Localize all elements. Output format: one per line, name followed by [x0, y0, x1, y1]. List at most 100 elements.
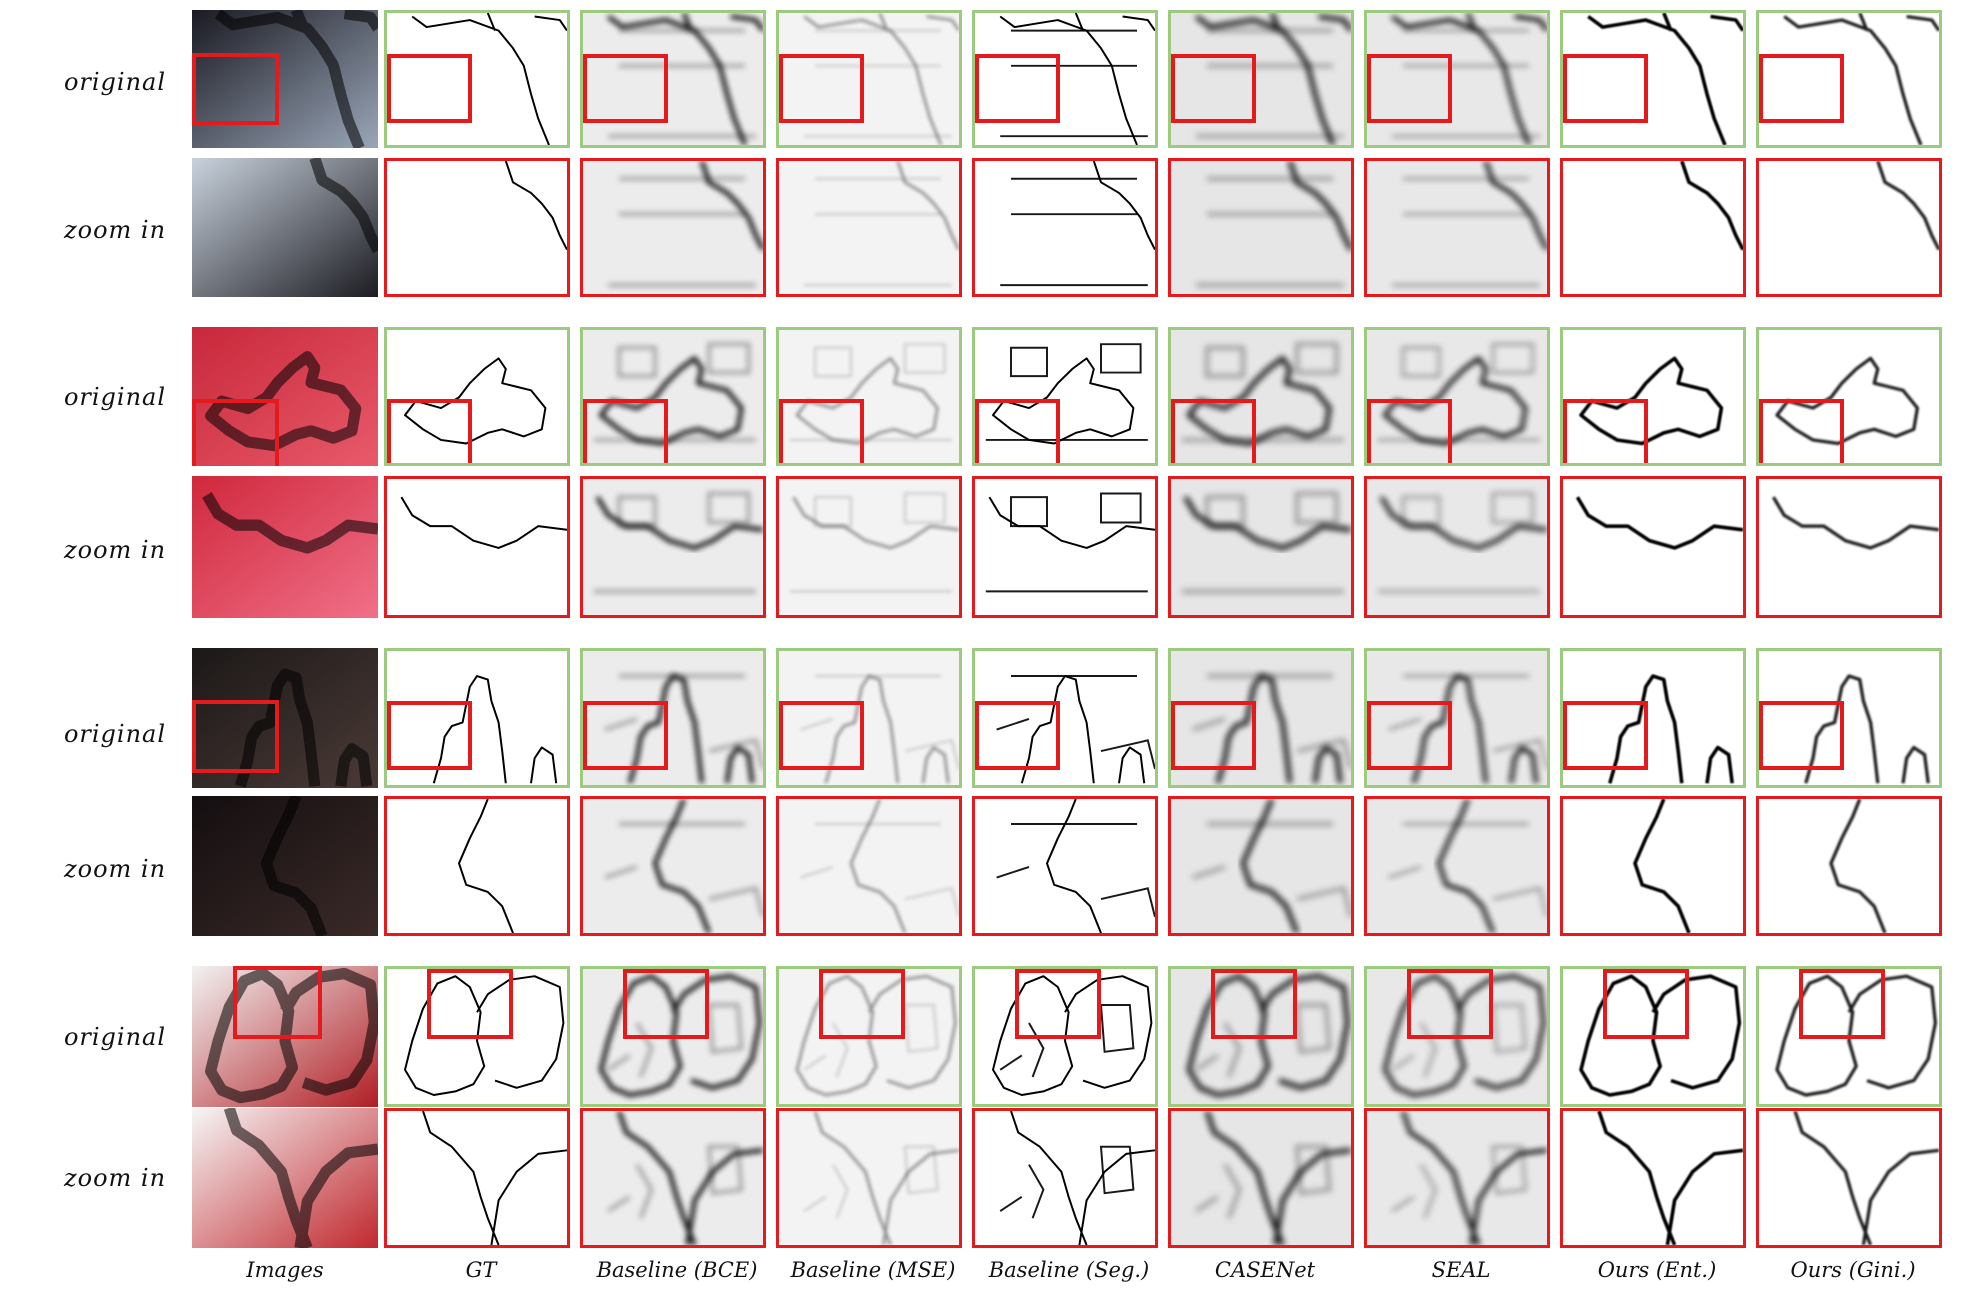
panel-ours-gini-original-2: [1756, 327, 1942, 466]
panel-casenet-original-2: [1168, 327, 1354, 466]
panel-baseline-bce-original-2: [580, 327, 766, 466]
edge-map-graphic: [1171, 799, 1351, 933]
edge-map-graphic: [583, 161, 763, 294]
edge-map-graphic: [1563, 651, 1743, 785]
panel-baseline-seg-original-3: [972, 648, 1158, 788]
edge-map-graphic: [1563, 1111, 1743, 1245]
panel-baseline-seg-zoom-4: [972, 1108, 1158, 1248]
col-label-images: Images: [246, 1258, 324, 1282]
row-label-zoom-1: zoom in: [63, 216, 167, 244]
zoom-region-box: [583, 399, 668, 463]
edge-map-graphic: [387, 13, 567, 145]
panel-ours-gini-zoom-3: [1756, 796, 1942, 936]
panel-gt-original-4: [384, 966, 570, 1107]
col-label-baseline-mse: Baseline (MSE): [790, 1258, 956, 1282]
edge-map-graphic: [1367, 161, 1547, 294]
panel-casenet-zoom-3: [1168, 796, 1354, 936]
panel-baseline-mse-zoom-1: [776, 158, 962, 297]
panel-ours-ent-original-3: [1560, 648, 1746, 788]
panel-ours-gini-zoom-4: [1756, 1108, 1942, 1248]
zoom-region-box: [1759, 700, 1844, 771]
row-label-zoom-3: zoom in: [63, 855, 167, 883]
panel-gt-original-3: [384, 648, 570, 788]
zoom-region-box: [192, 52, 280, 125]
panel-gt-zoom-1: [384, 158, 570, 297]
panel-casenet-zoom-2: [1168, 476, 1354, 618]
edge-map-graphic: [1367, 1111, 1547, 1245]
panel-gt-zoom-3: [384, 796, 570, 936]
zoom-region-box: [779, 399, 864, 463]
edge-map-graphic: [779, 161, 959, 294]
edge-map-graphic: [1367, 969, 1547, 1104]
edge-map-graphic: [1759, 1111, 1939, 1245]
panel-ours-gini-original-1: [1756, 10, 1942, 148]
panel-images-zoom-3: [192, 796, 378, 936]
panel-ours-ent-zoom-4: [1560, 1108, 1746, 1248]
edge-map-graphic: [975, 479, 1155, 615]
edge-map-graphic: [583, 479, 763, 615]
zoom-region-box: [583, 53, 668, 123]
panel-images-zoom-4: [192, 1108, 378, 1248]
edge-map-graphic: [779, 799, 959, 933]
panel-baseline-bce-original-1: [580, 10, 766, 148]
row-label-original-2: original: [63, 383, 167, 411]
edge-map-graphic: [1367, 13, 1547, 145]
edge-map-graphic: [1171, 479, 1351, 615]
col-label-baseline-bce: Baseline (BCE): [596, 1258, 758, 1282]
panel-baseline-seg-zoom-3: [972, 796, 1158, 936]
panel-gt-zoom-2: [384, 476, 570, 618]
panel-casenet-original-1: [1168, 10, 1354, 148]
zoom-region-box: [1014, 969, 1101, 1040]
edge-map-graphic: [1759, 13, 1939, 145]
edge-map-graphic: [192, 10, 378, 148]
panel-ours-ent-original-1: [1560, 10, 1746, 148]
edge-map-graphic: [779, 479, 959, 615]
zoom-region-box: [975, 399, 1060, 463]
edge-map-graphic: [1563, 13, 1743, 145]
panel-baseline-bce-zoom-2: [580, 476, 766, 618]
panel-ours-ent-zoom-3: [1560, 796, 1746, 936]
panel-images-original-2: [192, 327, 378, 466]
panel-casenet-zoom-4: [1168, 1108, 1354, 1248]
panel-seal-zoom-2: [1364, 476, 1550, 618]
panel-casenet-original-4: [1168, 966, 1354, 1107]
edge-map-graphic: [583, 799, 763, 933]
edge-map-graphic: [1171, 969, 1351, 1104]
edge-map-graphic: [975, 330, 1155, 463]
panel-seal-original-3: [1364, 648, 1550, 788]
panel-seal-zoom-3: [1364, 796, 1550, 936]
edge-map-graphic: [1171, 651, 1351, 785]
edge-map-graphic: [387, 479, 567, 615]
edge-map-graphic: [975, 651, 1155, 785]
panel-gt-original-2: [384, 327, 570, 466]
col-label-seal: SEAL: [1431, 1258, 1491, 1282]
panel-baseline-mse-zoom-2: [776, 476, 962, 618]
zoom-region-box: [1563, 700, 1648, 771]
zoom-region-box: [192, 399, 280, 466]
row-label-original-4: original: [63, 1023, 167, 1051]
edge-map-graphic: [1563, 330, 1743, 463]
zoom-region-box: [1210, 969, 1297, 1040]
edge-map-graphic: [975, 799, 1155, 933]
zoom-region-box: [1759, 399, 1844, 463]
zoom-region-box: [1602, 969, 1689, 1040]
panel-ours-gini-original-3: [1756, 648, 1942, 788]
zoom-region-box: [1367, 399, 1452, 463]
panel-baseline-bce-zoom-3: [580, 796, 766, 936]
panel-baseline-seg-original-4: [972, 966, 1158, 1107]
zoom-region-box: [1759, 53, 1844, 123]
panel-baseline-bce-zoom-4: [580, 1108, 766, 1248]
panel-seal-original-2: [1364, 327, 1550, 466]
panel-images-zoom-1: [192, 158, 378, 297]
edge-map-graphic: [1367, 330, 1547, 463]
edge-map-graphic: [583, 969, 763, 1104]
edge-map-graphic: [583, 1111, 763, 1245]
edge-map-graphic: [192, 648, 378, 788]
panel-images-zoom-2: [192, 476, 378, 618]
edge-map-graphic: [387, 799, 567, 933]
edge-map-graphic: [1171, 1111, 1351, 1245]
panel-baseline-mse-original-1: [776, 10, 962, 148]
edge-map-graphic: [583, 330, 763, 463]
edge-map-graphic: [583, 13, 763, 145]
